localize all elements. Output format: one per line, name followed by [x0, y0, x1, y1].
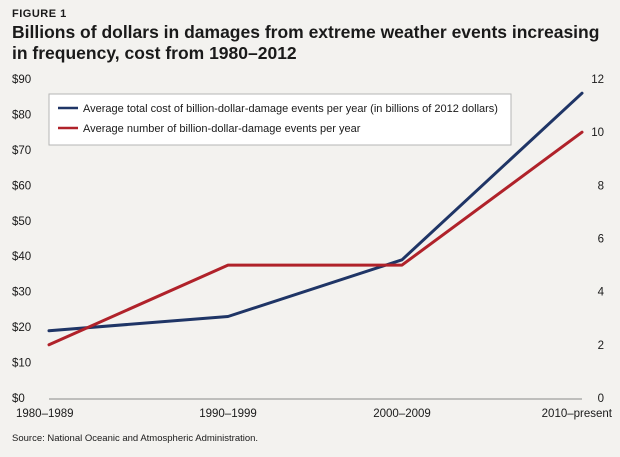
right-tick-label: 6	[598, 234, 604, 246]
left-tick-label: $60	[12, 180, 31, 192]
source-note: Source: National Oceanic and Atmospheric…	[12, 433, 259, 444]
left-tick-label: $40	[12, 251, 31, 263]
x-tick-label: 2000–2009	[373, 408, 431, 420]
left-tick-label: $80	[12, 109, 31, 121]
chart-title: Billions of dollars in damages from extr…	[12, 22, 600, 63]
right-tick-label: 8	[598, 180, 604, 192]
legend-box	[48, 93, 512, 146]
series-line-2	[47, 130, 584, 347]
right-tick-label: 2	[598, 340, 604, 352]
right-axis-ticks: 0 2 4 6 8 10 12	[591, 74, 604, 405]
legend-label-1: Average total cost of billion-dollar-dam…	[83, 103, 498, 115]
x-tick-label: 1980–1989	[16, 408, 74, 420]
series-lines	[47, 91, 584, 347]
x-tick-label: 1990–1999	[199, 408, 257, 420]
right-tick-label: 4	[598, 287, 605, 299]
left-tick-label: $30	[12, 287, 31, 299]
right-tick-label: 12	[591, 74, 604, 86]
right-tick-label: 0	[598, 393, 604, 405]
series-line-1	[47, 91, 584, 333]
left-tick-label: $50	[12, 216, 31, 228]
x-axis-ticks: 1980–1989 1990–1999 2000–2009 2010–present	[16, 408, 613, 420]
figure-label: FIGURE 1	[12, 8, 67, 20]
left-tick-label: $10	[12, 358, 31, 370]
left-tick-label: $70	[12, 145, 31, 157]
legend: Average total cost of billion-dollar-dam…	[48, 93, 512, 146]
right-tick-label: 10	[591, 127, 604, 139]
legend-label-2: Average number of billion-dollar-damage …	[83, 123, 361, 135]
left-tick-label: $20	[12, 322, 31, 334]
left-tick-label: $90	[12, 74, 31, 86]
x-tick-label: 2010–present	[542, 408, 613, 420]
left-axis-ticks: $0 $10 $20 $30 $40 $50 $60 $70 $80 $90	[12, 74, 31, 405]
left-tick-label: $0	[12, 393, 25, 405]
